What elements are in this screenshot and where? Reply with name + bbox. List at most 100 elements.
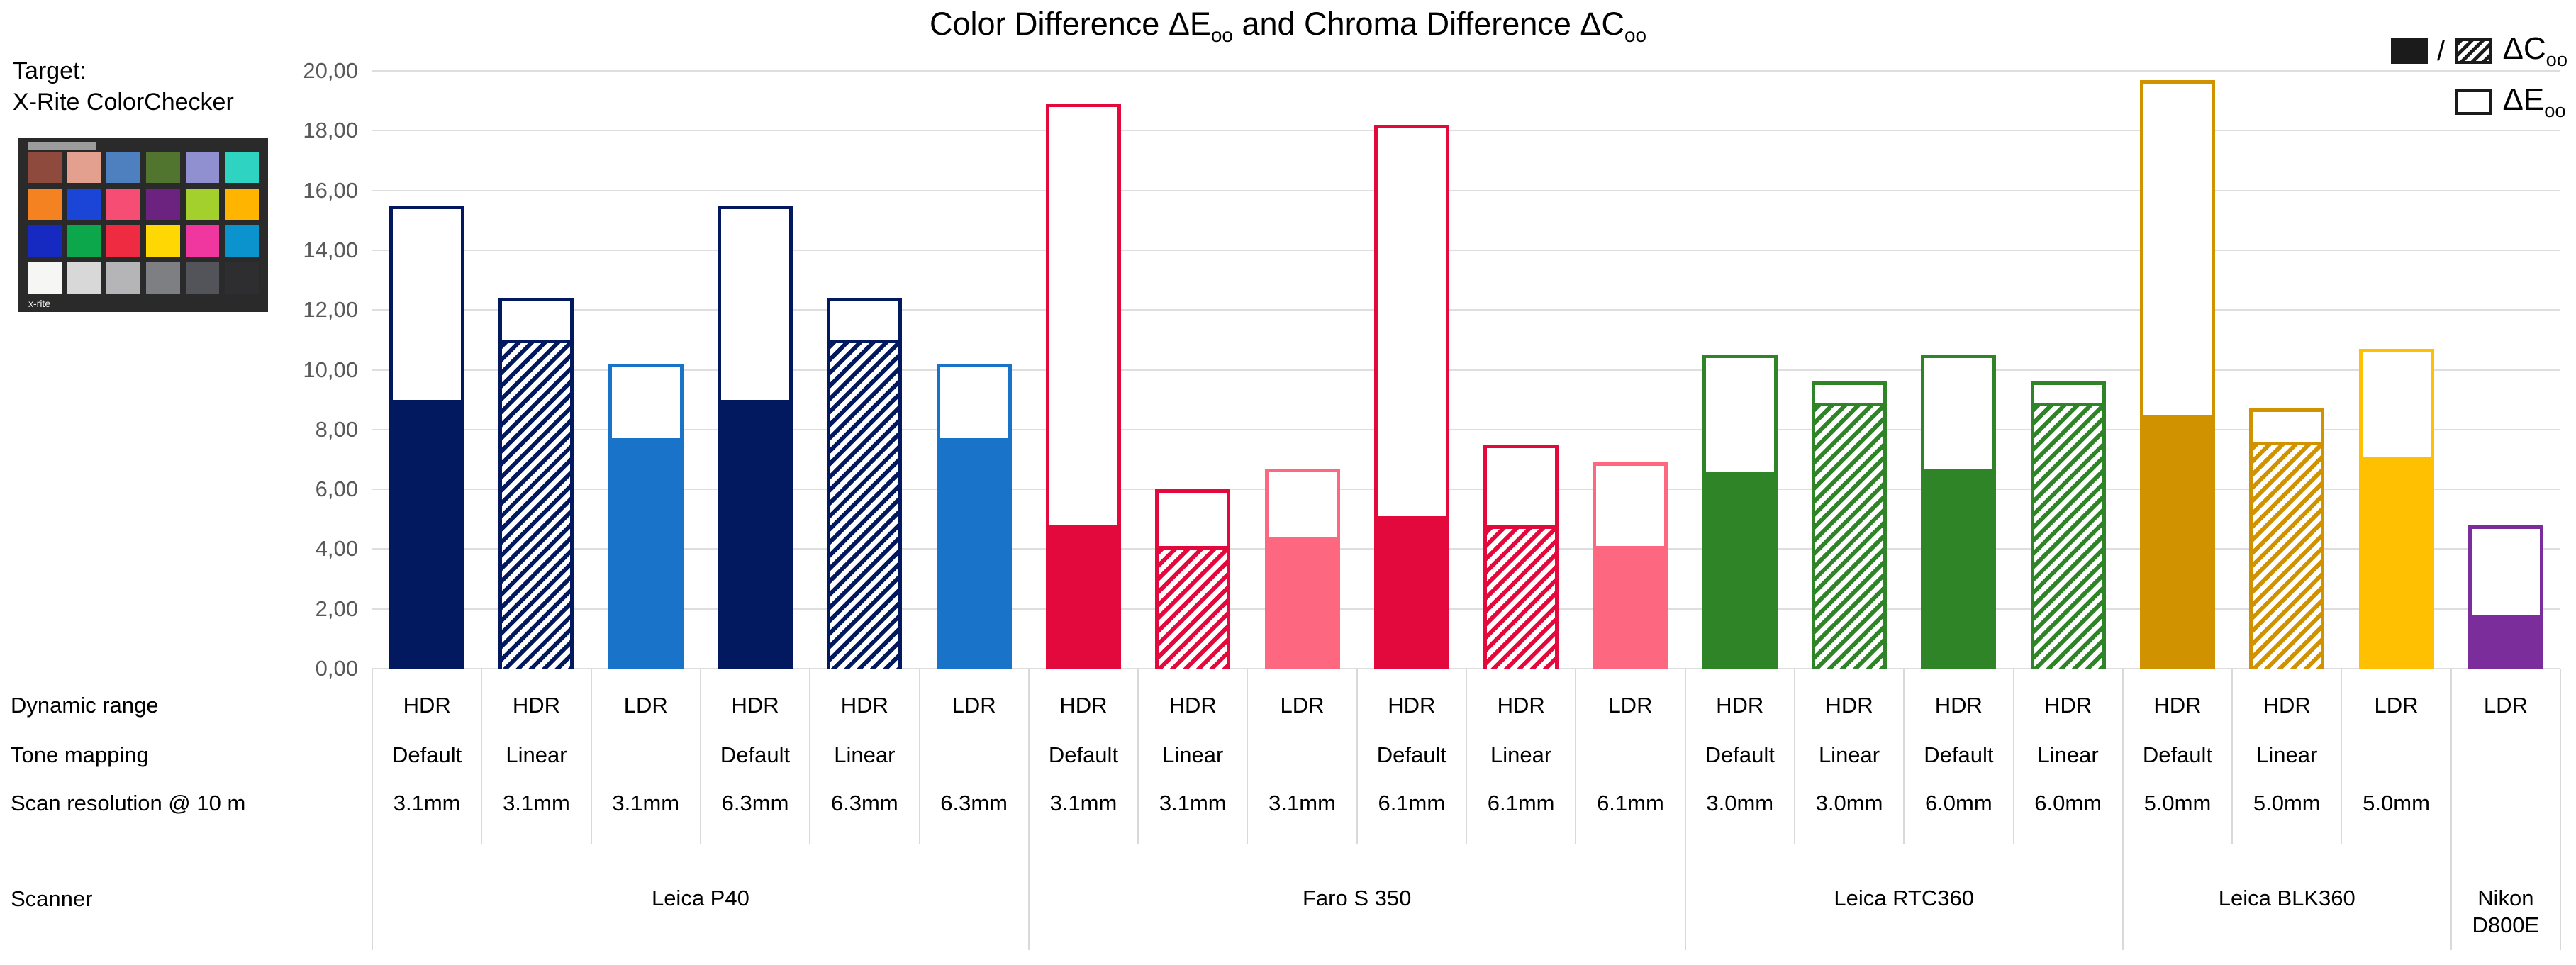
bar-leica-p40-HDR-default-6.3mm [718, 205, 793, 669]
colorchecker-patch-8 [67, 189, 101, 220]
bar-fill-solid [1264, 537, 1340, 669]
gridline [372, 130, 2560, 132]
colorchecker-patch-2 [67, 152, 101, 183]
x-label-dynamic-range: LDR [2374, 693, 2419, 718]
x-label-resolution: 6.0mm [1924, 791, 1992, 815]
bar-faro-s-350-HDR-linear-3.1mm [1155, 489, 1231, 669]
colorchecker-patch-10 [146, 189, 180, 220]
bar-fill-solid [1702, 471, 1778, 669]
x-label-dynamic-range: HDR [1716, 693, 1764, 718]
y-tick-label: 4,00 [315, 536, 358, 562]
x-label-resolution: 3.1mm [1049, 791, 1117, 815]
x-label-tone-mapping: Linear [1162, 742, 1224, 767]
scanner-group-label: Nikon D800E [2472, 886, 2540, 937]
row-header-resolution: Scan resolution @ 10 m [11, 791, 246, 815]
bar-fill-hatched [1815, 402, 1884, 669]
legend-hatched-swatch-icon [2454, 38, 2492, 64]
column-separator-line [1903, 669, 1905, 844]
colorchecker-patch-grid [28, 152, 259, 294]
x-label-resolution: 3.1mm [503, 791, 570, 815]
colorchecker-label-strip [28, 142, 96, 150]
bar-fill-solid [2468, 615, 2543, 669]
x-label-dynamic-range: HDR [1059, 693, 1108, 718]
colorchecker-image: x-rite [18, 138, 268, 312]
bar-faro-s-350-HDR-default-6.1mm [1373, 124, 1449, 669]
column-separator-line [481, 669, 483, 844]
bar-leica-rtc360-HDR-default-3.0mm [1702, 355, 1778, 669]
legend-slash: / [2436, 35, 2446, 67]
scanner-group-label: Leica BLK360 [2218, 886, 2355, 910]
x-label-resolution: 6.3mm [721, 791, 789, 815]
x-label-resolution: 3.1mm [393, 791, 461, 815]
column-separator-line [590, 669, 592, 844]
x-label-resolution: 5.0mm [2143, 791, 2212, 815]
colorchecker-patch-14 [67, 225, 101, 257]
group-separator-line [2560, 669, 2561, 950]
legend-outline-swatch-icon [2454, 89, 2492, 115]
group-separator-line [372, 669, 373, 950]
bar-leica-p40-LDR-3.1mm [608, 364, 684, 669]
bar-leica-p40-HDR-linear-6.3mm [827, 298, 903, 669]
colorchecker-patch-20 [67, 262, 101, 294]
column-separator-line [1137, 669, 1139, 844]
column-separator-line [2341, 669, 2343, 844]
x-label-tone-mapping: Linear [1818, 742, 1880, 767]
bar-leica-p40-HDR-default-3.1mm [389, 205, 465, 669]
gridline [372, 428, 2560, 430]
scanner-group-label: Leica RTC360 [1834, 886, 1974, 910]
colorchecker-patch-24 [225, 262, 259, 294]
bar-fill-hatched [1159, 546, 1227, 669]
bar-fill-solid [1045, 525, 1121, 669]
y-tick-label: 18,00 [303, 118, 358, 143]
colorchecker-patch-16 [146, 225, 180, 257]
bar-fill-solid [2358, 456, 2434, 669]
colorchecker-patch-6 [225, 152, 259, 183]
bar-leica-rtc360-HDR-default-6.0mm [1921, 355, 1997, 669]
xrite-logo: x-rite [28, 298, 51, 309]
x-label-resolution: 6.0mm [2034, 791, 2102, 815]
bar-fill-solid [608, 438, 684, 669]
row-header-tone-mapping: Tone mapping [11, 742, 149, 767]
legend: / ΔCoo ΔEoo [2390, 26, 2567, 128]
column-separator-line [1356, 669, 1358, 844]
y-tick-label: 8,00 [315, 416, 358, 442]
x-label-tone-mapping: Default [1376, 742, 1446, 767]
y-tick-label: 14,00 [303, 237, 358, 262]
chart-title: Color Difference ΔEoo and Chroma Differe… [930, 6, 1646, 46]
x-label-resolution: 6.3mm [940, 791, 1008, 815]
x-label-tone-mapping: Default [720, 742, 791, 767]
bar-fill-solid [1921, 468, 1997, 669]
x-label-dynamic-range: HDR [1825, 693, 1873, 718]
target-caption: Target: X-Rite ColorChecker [13, 55, 234, 118]
x-label-tone-mapping: Default [392, 742, 462, 767]
colorchecker-patch-19 [28, 262, 62, 294]
x-label-resolution: 3.0mm [1815, 791, 1883, 815]
colorchecker-patch-7 [28, 189, 62, 220]
colorchecker-patch-23 [185, 262, 220, 294]
x-label-resolution: 6.1mm [1378, 791, 1446, 815]
x-label-dynamic-range: HDR [1497, 693, 1545, 718]
y-tick-label: 2,00 [315, 596, 358, 621]
bar-fill-solid [718, 399, 793, 669]
x-label-resolution: 5.0mm [2363, 791, 2430, 815]
bar-leica-blk360-LDR-5.0mm [2358, 349, 2434, 669]
bar-fill-solid [936, 438, 1012, 669]
colorchecker-patch-1 [28, 152, 62, 183]
x-label-dynamic-range: HDR [512, 693, 561, 718]
colorchecker-patch-15 [106, 225, 140, 257]
row-header-dynamic-range: Dynamic range [11, 693, 159, 718]
column-separator-line [699, 669, 701, 844]
gridline [372, 608, 2560, 610]
x-label-dynamic-range: HDR [1388, 693, 1436, 718]
x-label-tone-mapping: Linear [2256, 742, 2318, 767]
bar-faro-s-350-HDR-linear-6.1mm [1483, 444, 1559, 669]
gridline [372, 369, 2560, 371]
colorchecker-patch-3 [106, 152, 140, 183]
bar-fill-hatched [2253, 441, 2321, 669]
gridline [372, 189, 2560, 191]
bar-fill-solid [1373, 516, 1449, 669]
x-label-tone-mapping: Default [1705, 742, 1775, 767]
x-label-tone-mapping: Linear [834, 742, 896, 767]
x-label-tone-mapping: Default [1924, 742, 1994, 767]
